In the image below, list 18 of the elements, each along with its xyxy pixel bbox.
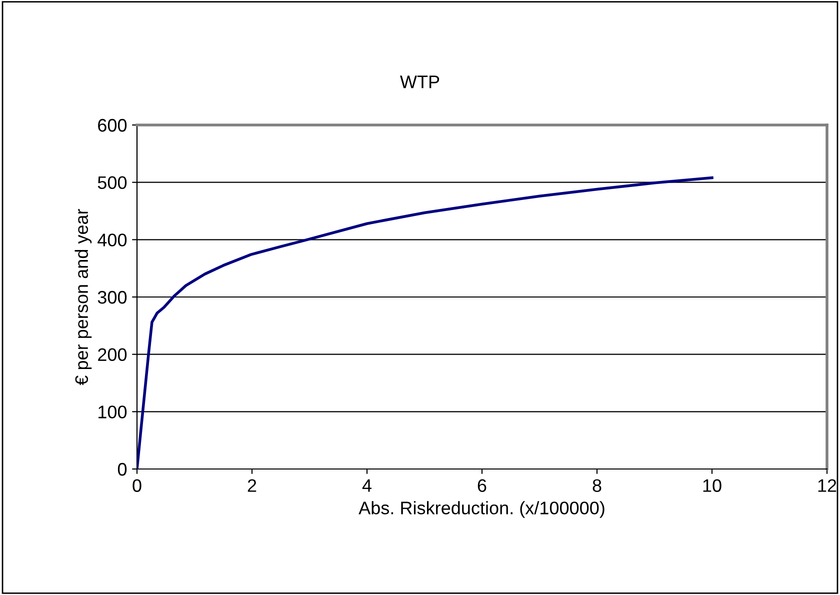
x-tick-label: 0 [132,479,142,492]
y-tick-label: 100 [98,406,127,418]
x-tick-label: 10 [703,479,722,492]
line-series [137,176,714,469]
y-tick-label: 400 [98,234,127,246]
chart-title: WTP [400,76,440,88]
y-axis-title: € per person and year [74,208,92,386]
y-tick-label: 600 [98,118,127,132]
y-tick-label: 0 [118,462,127,476]
y-tick-label: 200 [98,348,127,362]
x-tick-label: 8 [592,479,602,492]
x-tick-label: 2 [248,479,256,492]
x-tick-label: 12 [818,479,836,492]
x-tick-label: 4 [362,479,372,492]
x-tick-label: 6 [478,479,486,492]
x-axis-title: Abs. Riskreduction. (x/100000) [358,501,604,518]
y-tick-label: 300 [98,290,127,304]
y-tick-label: 500 [98,176,127,190]
